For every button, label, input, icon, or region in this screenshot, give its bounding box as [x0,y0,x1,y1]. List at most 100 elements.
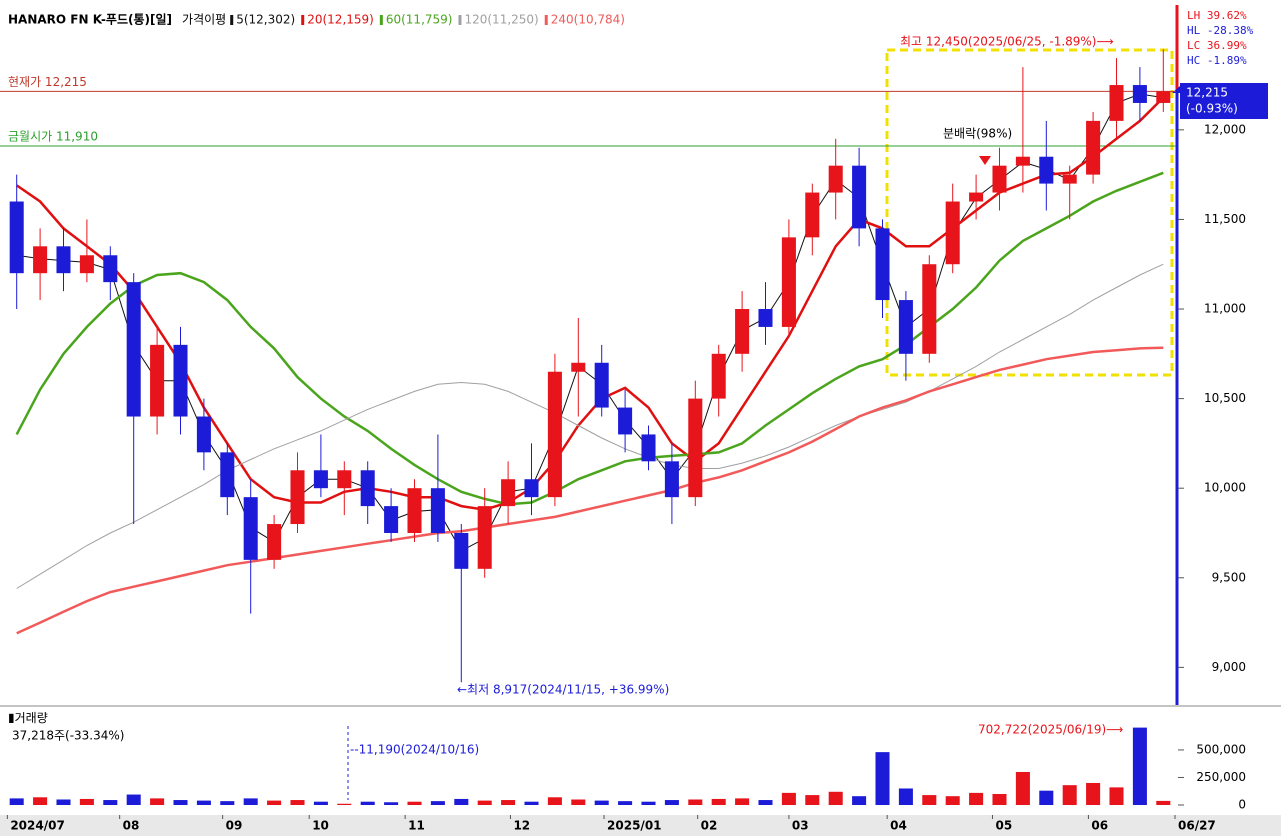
moving-average [16,263,1164,589]
candle-body [384,506,399,533]
price-tag-box [1180,83,1268,119]
volume-bar [828,791,843,805]
stat: HC -1.89% [1187,54,1247,67]
volume-y-tick-label: 500,000 [1196,742,1246,756]
candle-body [1062,174,1077,184]
candle-body [594,362,609,408]
legend-swatch [458,15,462,25]
candle-body [758,309,773,327]
volume-bar [220,801,235,805]
volume-bar [875,752,890,805]
x-tick-label: 12 [513,819,530,833]
x-tick-label: 03 [792,819,809,833]
volume-bar [1086,782,1101,805]
candle-body [103,255,118,283]
candle-body [898,300,913,354]
legend-entry: 20(12,159) [307,13,374,27]
candle-body [922,264,937,354]
price-tag-change: (-0.93%) [1186,102,1238,116]
candle-body [290,470,305,525]
x-tick-label: 2024/07 [10,819,64,833]
x-tick-label: 11 [408,819,425,833]
chart-title: HANARO FN K-푸드(통)[일] [8,12,172,27]
stat: LC 36.99% [1187,39,1247,52]
candle-body [1156,91,1171,103]
volume-bar [664,800,679,805]
candle-body [781,237,796,327]
candle-body [430,488,445,533]
volume-bar [501,800,516,805]
candle-body [828,165,843,193]
price-line-label: 현재가 12,215 [8,75,87,89]
x-axis-band [0,815,1281,836]
high-note: 최고 12,450(2025/06/25, -1.89%)⟶ [900,35,1114,49]
x-tick-label: 04 [890,819,907,833]
x-tick-label: 05 [995,819,1012,833]
low-note: ←최저 8,917(2024/11/15, +36.99%) [457,683,669,697]
x-tick-label: 06/27 [1178,819,1216,833]
candle-body [173,344,188,417]
candle-body [641,434,656,462]
volume-bar [735,798,750,805]
volume-bar [196,800,211,805]
volume-bar [360,801,375,805]
price-line-label: 금월시가 11,910 [8,129,98,143]
candle-body [313,470,328,489]
event-note: 분배락(98%) [943,127,1012,141]
candle-body [969,192,984,202]
event-marker [979,156,991,165]
volume-bar [524,801,539,805]
x-tick-label: 10 [312,819,329,833]
legend-entry: 120(11,250) [464,13,538,27]
moving-average [15,96,1165,511]
candle-body [267,524,282,560]
candle-body [196,416,211,453]
candle-body [477,506,492,569]
stat: HL -28.38% [1187,24,1254,37]
volume-bar [922,795,937,805]
volume-bar [571,799,586,805]
candle-body [243,497,258,560]
volume-bar [79,798,94,805]
candle-body [407,488,422,533]
volume-bar [407,801,422,805]
legend-entry: 60(11,759) [386,13,453,27]
candle-body [524,479,539,498]
volume-bar [150,798,165,805]
volume-bar [384,802,399,805]
volume-title-text: 거래량 [15,711,48,725]
volume-y-tick-label: 250,000 [1196,770,1246,784]
x-tick-label: 02 [701,819,718,833]
volume-title: ▮거래량 [8,711,48,725]
volume-bar [969,792,984,805]
highlight-box [885,48,1174,377]
candle-body [992,165,1007,193]
candle-body [1132,85,1147,103]
volume-bar [688,799,703,805]
volume-bar [56,799,71,805]
volume-bar [805,795,820,805]
candle-body [56,246,71,274]
legend-entry: 5(12,302) [236,13,295,27]
volume-bar [103,800,118,805]
volume-bar [9,798,24,805]
candle-body [711,353,726,399]
volume-bar [1015,771,1030,805]
volume-min-note: --11,190(2024/10/16) [350,743,479,757]
volume-bar [243,798,258,805]
volume-bar [594,800,609,805]
candle-body [1015,156,1030,166]
candle-body [1086,120,1101,175]
y-tick-label: 10,500 [1204,391,1246,405]
candle-body [1039,156,1054,184]
volume-bar [430,801,445,805]
y-tick-label: 12,000 [1204,122,1246,136]
volume-bar [898,788,913,805]
volume-bar [173,800,188,805]
candle-body [688,398,703,498]
moving-average [16,346,1164,635]
volume-bar [1156,800,1171,805]
candle-body [735,309,750,354]
